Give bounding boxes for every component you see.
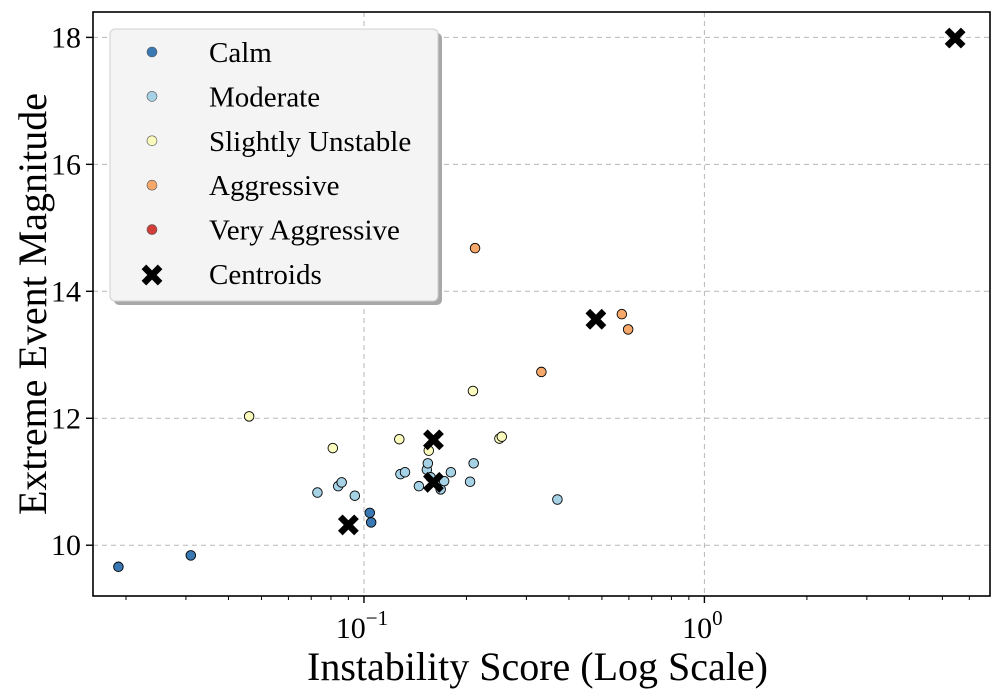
x-tick-label: 100	[682, 606, 723, 645]
y-axis-label: Extreme Event Magnitude	[10, 93, 55, 515]
legend-marker-aggressive	[146, 179, 158, 191]
legend-marker-centroids	[141, 264, 163, 286]
y-tick-label: 10	[51, 529, 81, 562]
x-tick-label: 10−1	[336, 606, 388, 645]
x-axis-label: Instability Score (Log Scale)	[307, 644, 768, 689]
legend-marker-slightly-unstable	[146, 135, 158, 147]
points-layer	[113, 27, 966, 573]
legend-label-slightly-unstable: Slightly Unstable	[209, 126, 411, 158]
legend: Calm Moderate Slightly Unstable Aggressive V…	[109, 28, 442, 305]
legend-label-centroids: Centroids	[209, 259, 322, 291]
point-moderate	[413, 480, 425, 492]
point-moderate	[464, 476, 476, 487]
point-aggressive	[469, 242, 481, 254]
point-moderate	[312, 487, 323, 498]
point-moderate	[552, 494, 563, 505]
point-slightly-unstable	[394, 433, 405, 445]
ticks-layer: 10 12 14 16 18 10−1 100	[51, 21, 970, 645]
point-calm	[185, 550, 197, 561]
point-moderate	[336, 477, 347, 488]
point-slightly-unstable	[327, 442, 339, 454]
point-moderate	[349, 490, 361, 501]
point-calm	[364, 507, 376, 519]
point-slightly-unstable	[243, 411, 255, 422]
legend-marker-calm	[146, 46, 158, 58]
legend-label-calm: Calm	[209, 37, 272, 69]
legend-box	[109, 28, 439, 302]
centroid-marker	[423, 429, 444, 451]
plot-frame	[92, 11, 991, 597]
point-calm	[113, 561, 124, 573]
legend-marker-very-aggressive	[146, 224, 158, 235]
point-moderate	[399, 466, 411, 478]
y-tick-label: 12	[51, 402, 81, 435]
point-slightly-unstable	[467, 385, 479, 397]
legend-label-very-aggressive: Very Aggressive	[209, 215, 400, 247]
point-slightly-unstable	[496, 431, 508, 442]
y-tick-label: 16	[51, 148, 81, 181]
legend-marker-moderate	[146, 91, 158, 102]
point-moderate	[468, 458, 479, 469]
y-tick-label: 18	[51, 21, 81, 54]
point-aggressive	[622, 324, 634, 335]
legend-label-aggressive: Aggressive	[209, 170, 339, 202]
point-aggressive	[536, 366, 547, 378]
centroid-marker	[423, 472, 444, 493]
legend-label-moderate: Moderate	[209, 81, 320, 113]
centroid-marker	[585, 308, 607, 330]
y-tick-label: 14	[51, 275, 81, 308]
point-calm	[365, 517, 377, 528]
point-moderate	[422, 458, 434, 469]
point-moderate	[445, 466, 457, 478]
centroid-marker	[338, 514, 359, 536]
centroid-marker	[944, 27, 966, 49]
point-aggressive	[616, 308, 628, 320]
